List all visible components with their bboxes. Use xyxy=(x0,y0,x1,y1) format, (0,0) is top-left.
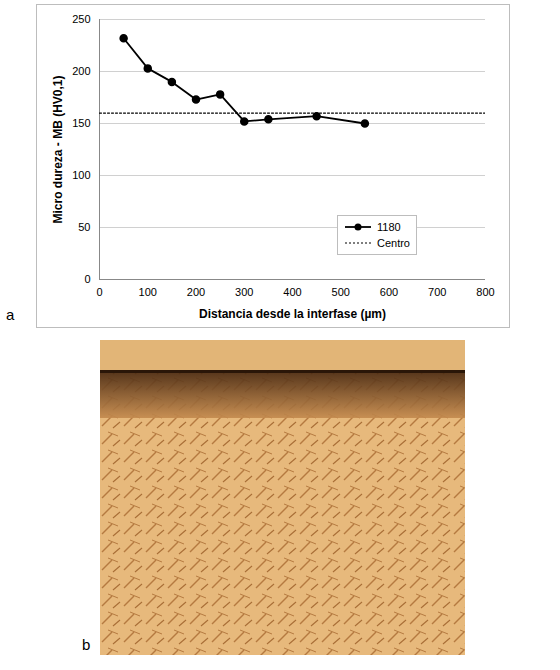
svg-text:300: 300 xyxy=(235,286,253,298)
svg-text:600: 600 xyxy=(380,286,398,298)
svg-text:Micro dureza - MB (HV0,1): Micro dureza - MB (HV0,1) xyxy=(51,75,65,223)
svg-text:50: 50 xyxy=(78,221,90,233)
svg-text:150: 150 xyxy=(72,117,90,129)
html-text:Centro: Centro xyxy=(377,237,410,249)
svg-text:800: 800 xyxy=(476,286,494,298)
svg-text:100: 100 xyxy=(139,286,157,298)
svg-text:200: 200 xyxy=(187,286,205,298)
svg-text:500: 500 xyxy=(332,286,350,298)
svg-text:400: 400 xyxy=(283,286,301,298)
svg-text:200: 200 xyxy=(72,65,90,77)
html-text:1180: 1180 xyxy=(377,221,401,233)
html-text:a: a xyxy=(6,306,15,323)
svg-text:Distancia desde la interfase (: Distancia desde la interfase (µm) xyxy=(199,307,386,321)
svg-text:0: 0 xyxy=(84,273,90,285)
html-text:b: b xyxy=(82,636,91,653)
svg-text:700: 700 xyxy=(428,286,446,298)
svg-text:100: 100 xyxy=(72,169,90,181)
svg-text:250: 250 xyxy=(72,13,90,25)
svg-text:0: 0 xyxy=(96,286,102,298)
